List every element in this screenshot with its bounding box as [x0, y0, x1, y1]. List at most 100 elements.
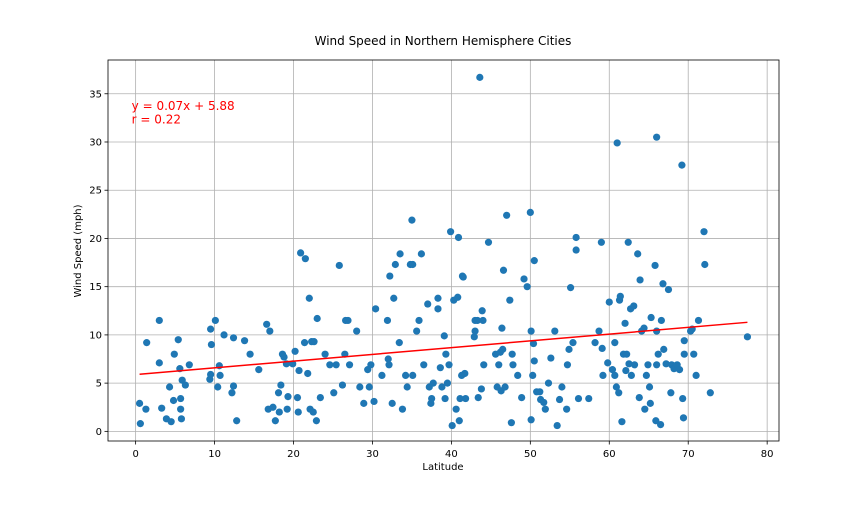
data-point: [585, 394, 593, 403]
data-point: [420, 361, 428, 369]
data-point: [413, 327, 421, 335]
x-axis-ticks: 0 10 20 30 40 50 60 70 80: [132, 441, 774, 460]
y-tick-label: 5: [96, 379, 102, 390]
x-tick-label: 70: [682, 449, 695, 460]
data-point: [694, 316, 703, 325]
data-point: [386, 272, 394, 280]
data-point: [165, 383, 174, 391]
data-point: [448, 421, 456, 430]
data-point: [207, 340, 216, 349]
data-point: [158, 404, 166, 412]
data-point: [473, 316, 482, 325]
data-point: [440, 332, 448, 340]
data-point: [622, 366, 630, 375]
data-point: [507, 419, 515, 427]
data-point: [484, 238, 493, 246]
data-point: [572, 233, 580, 242]
data-point: [653, 133, 661, 141]
data-point: [640, 324, 648, 332]
data-point: [442, 350, 450, 358]
data-point: [330, 389, 338, 397]
y-tick-label: 35: [89, 89, 102, 100]
data-point: [174, 336, 182, 344]
y-axis-ticks: 0 5 10 15 20 25 30 35: [89, 89, 108, 438]
data-point: [220, 331, 228, 339]
data-point: [477, 385, 485, 393]
data-point: [326, 361, 334, 369]
data-point: [456, 394, 464, 403]
data-point: [646, 399, 654, 407]
data-point: [692, 371, 700, 380]
data-point: [657, 316, 665, 325]
data-point: [471, 327, 479, 335]
data-point: [344, 316, 352, 325]
data-point: [365, 383, 373, 391]
y-tick-label: 20: [89, 234, 102, 245]
data-point: [263, 320, 271, 328]
data-point: [541, 405, 549, 413]
data-point: [572, 246, 580, 254]
data-point: [313, 314, 321, 323]
data-point: [527, 327, 535, 335]
data-point: [701, 260, 709, 269]
x-tick-label: 30: [366, 449, 379, 460]
data-point: [367, 361, 375, 369]
x-tick-label: 50: [524, 449, 537, 460]
data-point: [271, 417, 279, 425]
data-point: [605, 298, 613, 306]
data-point: [255, 366, 263, 374]
data-point: [293, 393, 302, 402]
data-point: [506, 296, 514, 304]
data-point: [454, 293, 462, 301]
data-point: [498, 324, 506, 332]
data-point: [370, 397, 378, 406]
data-point: [309, 408, 317, 416]
data-point: [177, 415, 186, 423]
data-point: [353, 327, 361, 335]
data-point: [608, 366, 617, 374]
data-point: [706, 389, 714, 397]
data-point: [642, 371, 650, 380]
data-point: [595, 327, 603, 335]
data-point: [499, 345, 507, 353]
data-point: [625, 360, 633, 368]
data-point: [385, 361, 393, 369]
data-point: [520, 275, 528, 283]
data-point: [680, 350, 688, 358]
data-point: [214, 383, 222, 391]
data-point: [615, 389, 623, 397]
data-point: [185, 361, 193, 369]
data-point: [627, 371, 635, 380]
data-point: [700, 228, 708, 236]
data-point: [316, 393, 324, 402]
data-point: [636, 276, 644, 284]
data-point: [378, 371, 386, 380]
correlation-coefficient: r = 0.22: [132, 113, 181, 127]
data-point: [360, 399, 368, 407]
data-point: [335, 261, 343, 270]
data-point: [177, 405, 185, 413]
data-point: [604, 359, 612, 367]
x-tick-label: 0: [132, 449, 138, 460]
plot-frame: [107, 59, 780, 442]
data-point: [690, 350, 698, 358]
data-point: [408, 216, 416, 224]
data-point: [207, 370, 215, 379]
data-point: [623, 350, 631, 358]
data-point: [613, 139, 621, 147]
regression-layer: [139, 321, 748, 376]
data-point: [499, 266, 508, 274]
x-tick-label: 10: [208, 449, 221, 460]
data-point: [269, 403, 277, 411]
x-tick-label: 40: [445, 449, 458, 460]
data-point: [611, 339, 619, 347]
data-point: [391, 260, 399, 269]
data-point: [656, 421, 665, 429]
data-point: [529, 339, 538, 348]
data-point: [679, 394, 687, 403]
data-point: [540, 398, 548, 407]
data-point: [680, 337, 688, 345]
y-tick-label: 0: [96, 427, 102, 438]
